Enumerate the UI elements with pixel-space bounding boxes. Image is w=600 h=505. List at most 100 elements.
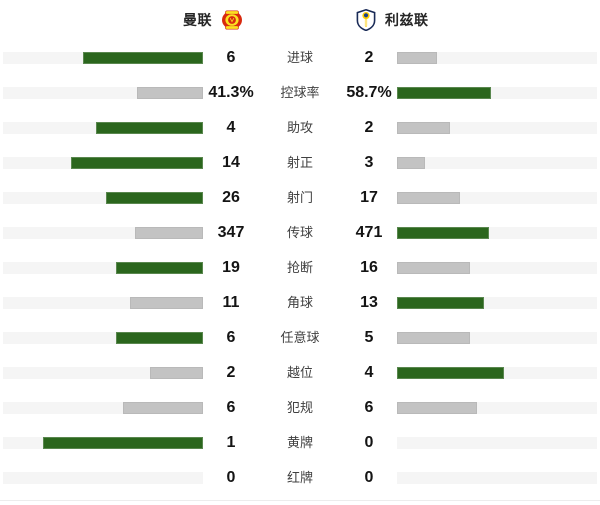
home-bar	[116, 261, 203, 274]
home-value: 6	[226, 48, 236, 66]
away-value: 2	[364, 48, 374, 66]
stat-row: 41.3% 控球率 58.7%	[0, 75, 600, 110]
home-bar	[43, 436, 203, 449]
home-bar	[130, 296, 203, 309]
home-bar-track	[3, 86, 203, 99]
home-bar-track	[3, 366, 203, 379]
home-bar	[71, 156, 203, 169]
leeds-crest-icon	[356, 9, 376, 31]
home-bar-track	[3, 296, 203, 309]
home-value: 347	[217, 223, 245, 241]
home-team-name: 曼联	[183, 12, 212, 28]
home-bar-track	[3, 226, 203, 239]
home-value: 41.3%	[208, 83, 254, 101]
stat-row: 14 射正 3	[0, 145, 600, 180]
away-bar-track	[397, 366, 597, 379]
stat-label: 角球	[286, 295, 313, 310]
away-bar-track	[397, 296, 597, 309]
away-value: 4	[364, 363, 374, 381]
home-bar	[135, 226, 203, 239]
away-bar-track	[397, 261, 597, 274]
home-value: 0	[226, 468, 236, 486]
home-value: 19	[222, 258, 240, 276]
stat-label: 越位	[286, 365, 313, 380]
away-value: 6	[364, 398, 374, 416]
away-bar	[397, 296, 484, 309]
bottom-divider	[0, 500, 600, 501]
stat-row: 1 黄牌 0	[0, 425, 600, 460]
stat-label: 传球	[286, 225, 313, 240]
stat-label: 犯规	[286, 400, 313, 415]
away-bar	[397, 331, 470, 344]
stat-row: 347 传球 471	[0, 215, 600, 250]
home-value: 2	[226, 363, 236, 381]
stat-row: 19 抢断 16	[0, 250, 600, 285]
away-bar-track	[397, 401, 597, 414]
home-bar-track	[3, 436, 203, 449]
home-team-header: 曼联	[0, 9, 300, 31]
away-bar	[397, 261, 470, 274]
away-bar-track	[397, 331, 597, 344]
stat-row: 6 任意球 5	[0, 320, 600, 355]
home-bar	[137, 86, 203, 99]
stat-label: 红牌	[286, 470, 313, 485]
away-value: 471	[355, 223, 383, 241]
home-bar	[123, 401, 203, 414]
away-bar-track	[397, 51, 597, 64]
away-bar-track	[397, 436, 597, 449]
stat-row: 4 助攻 2	[0, 110, 600, 145]
home-value: 11	[222, 293, 240, 311]
stats-list: 6 进球 2 41.3% 控球率 58.7%	[0, 40, 600, 495]
home-bar	[150, 366, 203, 379]
away-bar-track	[397, 86, 597, 99]
away-value: 0	[364, 468, 374, 486]
away-value: 58.7%	[346, 83, 392, 101]
home-bar	[106, 191, 203, 204]
stat-row: 0 红牌 0	[0, 460, 600, 495]
stat-label: 射正	[286, 155, 313, 170]
away-bar-track	[397, 156, 597, 169]
home-bar-track	[3, 121, 203, 134]
stat-label: 射门	[286, 190, 313, 205]
away-value: 0	[364, 433, 374, 451]
stat-label: 助攻	[286, 120, 313, 135]
away-bar	[397, 121, 450, 134]
teams-header: 曼联 利兹联	[0, 0, 600, 40]
away-value: 5	[364, 328, 374, 346]
stat-row: 2 越位 4	[0, 355, 600, 390]
away-value: 3	[364, 153, 374, 171]
away-team-name: 利兹联	[385, 12, 429, 28]
away-value: 17	[360, 188, 378, 206]
away-bar-track	[397, 226, 597, 239]
home-bar-track	[3, 51, 203, 64]
stat-label: 进球	[286, 50, 313, 65]
away-bar-track	[397, 471, 597, 484]
home-value: 6	[226, 398, 236, 416]
away-bar	[397, 226, 489, 239]
away-bar	[397, 401, 477, 414]
home-bar-track	[3, 331, 203, 344]
home-value: 1	[226, 433, 236, 451]
stat-label: 任意球	[280, 330, 320, 345]
home-value: 14	[222, 153, 240, 171]
home-value: 26	[222, 188, 240, 206]
away-bar	[397, 86, 491, 99]
stat-label: 抢断	[286, 260, 313, 275]
away-bar	[397, 366, 504, 379]
away-bar	[397, 51, 437, 64]
stat-row: 11 角球 13	[0, 285, 600, 320]
away-bar	[397, 156, 425, 169]
stat-row: 6 进球 2	[0, 40, 600, 75]
manutd-crest-icon	[222, 10, 242, 30]
home-bar-track	[3, 191, 203, 204]
away-bar	[397, 191, 460, 204]
away-value: 16	[360, 258, 378, 276]
home-bar-track	[3, 261, 203, 274]
home-bar	[96, 121, 203, 134]
home-bar-track	[3, 471, 203, 484]
home-value: 6	[226, 328, 236, 346]
away-bar-track	[397, 191, 597, 204]
away-team-header: 利兹联	[300, 9, 600, 31]
home-value: 4	[226, 118, 236, 136]
